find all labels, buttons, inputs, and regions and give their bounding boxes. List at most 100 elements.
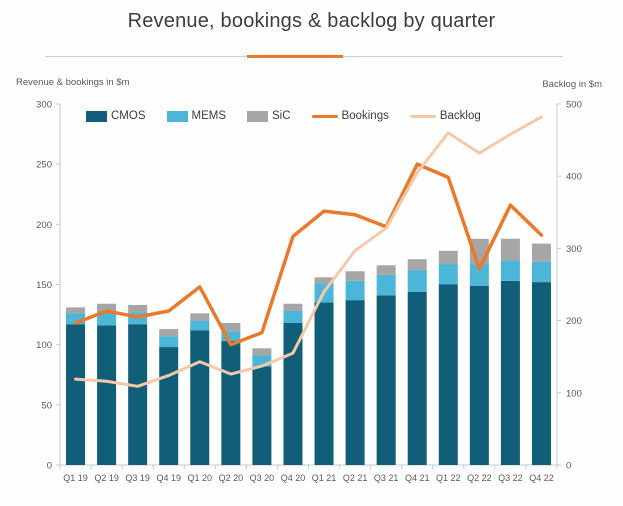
x-axis-category-label: Q1 19	[63, 473, 88, 483]
legend-label: CMOS	[111, 110, 146, 122]
bar-series-sic	[66, 238, 551, 356]
bar-segment[interactable]	[407, 259, 427, 271]
x-axis-category-label: Q2 21	[343, 473, 368, 483]
left-axis-tick-label: 100	[36, 340, 52, 351]
legend-label: MEMS	[191, 110, 227, 122]
right-axis-tick-label: 200	[566, 316, 582, 327]
left-axis-tick-label: 200	[36, 220, 52, 231]
bar-segment[interactable]	[159, 329, 179, 337]
bar-segment[interactable]	[221, 323, 241, 332]
bar-segment[interactable]	[345, 271, 365, 281]
backlog-line[interactable]	[74, 115, 543, 388]
x-axis-category-label: Q4 21	[405, 473, 430, 483]
x-axis-category-label: Q4 22	[529, 473, 554, 483]
legend: CMOS MEMS SiC Bookings Backlog	[86, 110, 481, 122]
bar-segment[interactable]	[159, 336, 179, 348]
cmos-legend-swatch	[86, 110, 107, 122]
bar-segment[interactable]	[500, 280, 520, 465]
bar-segment[interactable]	[97, 303, 117, 311]
left-axis-tick-label: 150	[36, 280, 52, 291]
bar-segment[interactable]	[190, 320, 210, 331]
bar-segment[interactable]	[252, 348, 272, 356]
bar-segment[interactable]	[221, 331, 241, 342]
right-axis-tick-label: 400	[566, 172, 582, 183]
x-axis-category-label: Q1 21	[312, 473, 337, 483]
right-axis-title: Backlog in $m	[542, 79, 602, 90]
left-axis-tick-label: 50	[41, 400, 52, 411]
right-axis-tick-label: 0	[566, 461, 571, 472]
bookings-legend-swatch	[311, 114, 338, 118]
bar-segment[interactable]	[469, 264, 489, 286]
bar-segment[interactable]	[376, 274, 396, 296]
right-axis-tick-label: 100	[566, 388, 582, 399]
bar-segment[interactable]	[500, 238, 520, 261]
bar-segment[interactable]	[66, 313, 86, 325]
bookings-line[interactable]	[73, 162, 544, 347]
legend-item-cmos[interactable]: CMOS	[86, 110, 146, 122]
bar-series-mems	[66, 260, 551, 367]
bar-segment[interactable]	[531, 243, 551, 262]
bar-segment[interactable]	[190, 313, 210, 321]
bar-segment[interactable]	[345, 280, 365, 301]
bar-segment[interactable]	[469, 285, 489, 465]
bar-segment[interactable]	[66, 324, 86, 465]
x-axis-category-label: Q2 19	[94, 473, 119, 483]
bar-segment[interactable]	[531, 282, 551, 465]
x-axis-category-label: Q4 20	[281, 473, 306, 483]
left-axis-title: Revenue & bookings in $m	[16, 77, 130, 88]
bar-segment[interactable]	[128, 324, 148, 465]
title-divider-accent	[247, 55, 343, 58]
x-axis-category-label: Q2 22	[467, 473, 492, 483]
legend-item-backlog[interactable]: Backlog	[409, 110, 481, 122]
chart-title: Revenue, bookings & backlog by quarter	[127, 10, 496, 32]
bar-segment[interactable]	[97, 325, 117, 465]
backlog-legend-swatch	[409, 114, 436, 118]
bar-segment[interactable]	[438, 264, 458, 285]
bar-segment[interactable]	[376, 265, 396, 275]
bar-segment[interactable]	[531, 261, 551, 283]
bar-segment[interactable]	[407, 270, 427, 292]
x-axis-category-label: Q3 21	[374, 473, 399, 483]
right-axis-tick-label: 300	[566, 244, 582, 255]
legend-label: Backlog	[439, 110, 481, 122]
bar-segment[interactable]	[283, 303, 303, 311]
bar-segment[interactable]	[221, 341, 241, 465]
left-axis-tick-label: 250	[36, 160, 52, 171]
bar-segment[interactable]	[500, 260, 520, 281]
bar-segment[interactable]	[283, 323, 303, 465]
bar-segment[interactable]	[190, 330, 210, 465]
x-axis-category-label: Q3 22	[498, 473, 523, 483]
sic-legend-swatch	[247, 110, 268, 122]
x-axis-category-label: Q4 19	[156, 473, 181, 483]
bar-segment[interactable]	[159, 347, 179, 465]
left-axis-tick-label: 0	[47, 461, 52, 472]
x-axis-category-label: Q3 20	[250, 473, 275, 483]
bar-segment[interactable]	[128, 304, 148, 313]
bar-segment[interactable]	[66, 307, 86, 314]
legend-item-sic[interactable]: SiC	[247, 110, 291, 122]
bar-segment[interactable]	[407, 291, 427, 465]
bar-segment[interactable]	[252, 355, 272, 367]
legend-label: Bookings	[341, 110, 389, 122]
title-divider	[45, 55, 563, 58]
left-axis-tick-label: 300	[36, 100, 52, 111]
bar-segment[interactable]	[314, 302, 334, 465]
bar-segment[interactable]	[438, 250, 458, 265]
x-axis-category-label: Q3 19	[125, 473, 150, 483]
legend-item-mems[interactable]: MEMS	[166, 110, 227, 122]
bar-segment[interactable]	[438, 284, 458, 466]
bar-segment[interactable]	[345, 300, 365, 465]
bar-segment[interactable]	[314, 277, 334, 284]
x-axis-category-label: Q2 20	[219, 473, 244, 483]
bar-segment[interactable]	[376, 295, 396, 465]
legend-item-bookings[interactable]: Bookings	[311, 110, 389, 122]
legend-label: SiC	[272, 110, 291, 122]
bar-series-cmos	[66, 280, 551, 466]
x-axis-category-label: Q1 20	[188, 473, 213, 483]
bar-segment[interactable]	[252, 366, 272, 465]
right-axis-tick-label: 500	[566, 100, 582, 111]
bar-segment[interactable]	[283, 310, 303, 324]
x-axis-category-label: Q1 22	[436, 473, 461, 483]
